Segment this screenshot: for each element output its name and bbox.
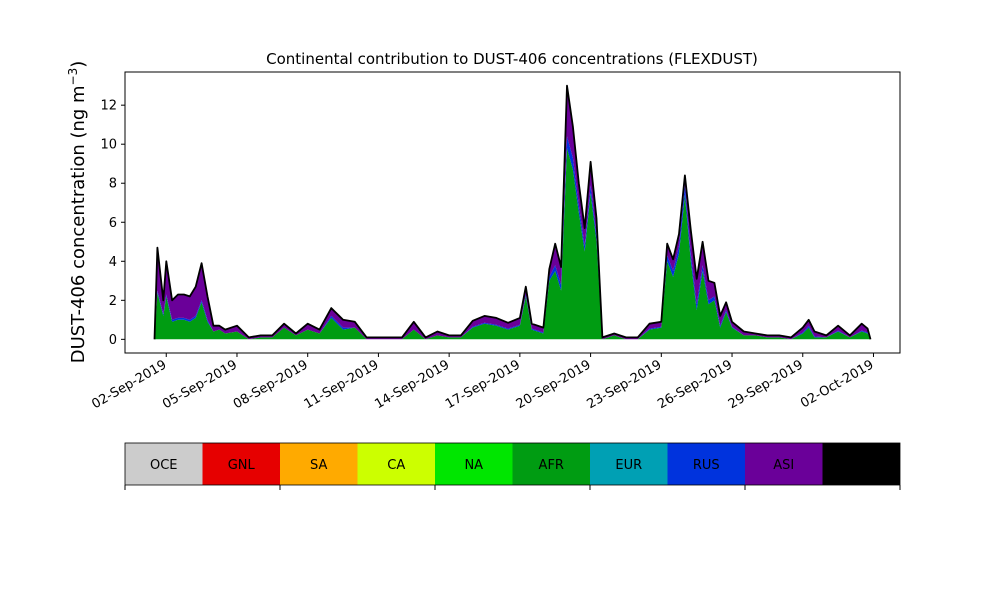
area-rus <box>154 136 871 340</box>
y-axis-label-close: ) <box>68 61 89 68</box>
y-tick-label: 0 <box>109 333 117 348</box>
legend-swatch-gnl <box>202 443 280 485</box>
y-tick-label: 8 <box>109 177 117 192</box>
legend-label-aus: AUS <box>848 458 875 473</box>
x-tick-label: 11-Sep-2019 <box>302 357 382 412</box>
x-tick-label: 29-Sep-2019 <box>726 357 806 412</box>
legend-swatch-ca <box>357 443 435 485</box>
x-tick-label: 08-Sep-2019 <box>231 357 311 412</box>
legend-label-sa: SA <box>310 458 327 473</box>
legend-swatch-aus <box>822 443 900 485</box>
legend-label-afr: AFR <box>539 458 564 473</box>
y-axis-label-main: DUST-406 concentration (ng m <box>68 85 89 363</box>
x-tick-label: 14-Sep-2019 <box>372 357 452 412</box>
legend-swatch-na <box>435 443 513 485</box>
y-tick-label: 6 <box>109 216 117 231</box>
y-tick-label: 2 <box>109 294 117 309</box>
legend-swatch-asi <box>745 443 823 485</box>
legend-swatch-eur <box>590 443 668 485</box>
x-tick-label: 05-Sep-2019 <box>160 357 240 412</box>
legend-label-asi: ASI <box>773 458 794 473</box>
y-tick-label: 10 <box>100 138 117 153</box>
legend-label-rus: RUS <box>693 458 720 473</box>
legend-frame <box>124 442 901 486</box>
axes-frame <box>124 71 901 354</box>
x-tick-label: 02-Sep-2019 <box>89 357 169 412</box>
area-asi <box>154 85 871 340</box>
y-tick-label: 4 <box>109 255 117 270</box>
plot-area: 0 2 4 6 8 10 12 02-Sep-201905-Sep-201908-Sep-20… <box>89 71 901 412</box>
legend-swatch-afr <box>512 443 590 485</box>
legend-label-na: NA <box>464 458 483 473</box>
legend-label-ca: CA <box>387 458 405 473</box>
legend-swatch-oce <box>125 443 203 485</box>
x-tick-label: 20-Sep-2019 <box>514 357 594 412</box>
legend-label-oce: OCE <box>150 458 178 473</box>
y-tick-label: 12 <box>100 99 117 114</box>
y-axis-label-exponent: −3 <box>66 68 80 86</box>
legend-label-eur: EUR <box>615 458 642 473</box>
x-tick-label: 17-Sep-2019 <box>443 357 523 412</box>
total-outline <box>153 84 872 340</box>
x-tick-label: 02-Oct-2019 <box>798 357 876 411</box>
x-tick-label: 26-Sep-2019 <box>655 357 735 412</box>
legend-swatch-rus <box>667 443 745 485</box>
chart-title: Continental contribution to DUST-406 con… <box>266 50 758 68</box>
legend-swatch-sa <box>280 443 358 485</box>
legend-label-gnl: GNL <box>228 458 256 473</box>
region-legend: OCE GNL SA CA NA AFR EUR RUS ASI AUS <box>124 442 901 490</box>
area-afr <box>154 148 871 340</box>
y-axis-label: DUST-406 concentration (ng m−3) <box>66 61 89 364</box>
x-tick-label: 23-Sep-2019 <box>584 357 664 412</box>
